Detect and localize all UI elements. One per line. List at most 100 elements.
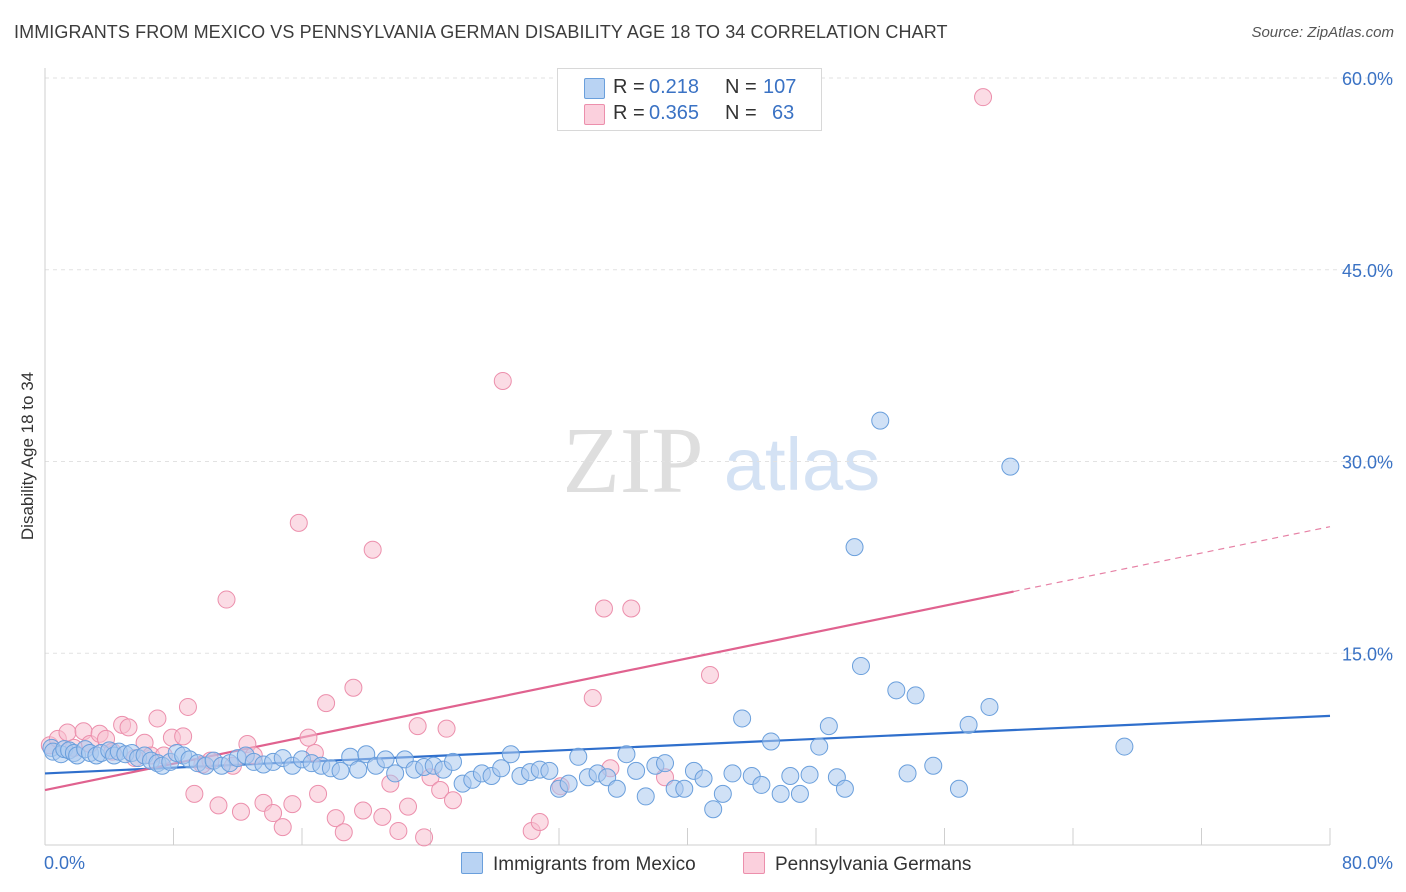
r-value: 0.218 — [649, 76, 700, 98]
n-label: N = — [725, 102, 757, 124]
mexico-point — [810, 737, 829, 756]
pink-swatch-icon — [584, 104, 605, 125]
mexico-point — [1115, 737, 1134, 756]
r-label: R = — [613, 102, 645, 124]
y-tick-label: 60.0% — [1342, 69, 1393, 89]
n-value: 63 — [772, 102, 795, 124]
y-tick-label: 15.0% — [1342, 644, 1393, 664]
mexico-point — [723, 764, 742, 783]
pa-german-point — [148, 709, 167, 728]
pa-german-point — [530, 812, 549, 831]
mexico-point — [845, 538, 864, 557]
pa-german-point — [178, 697, 197, 716]
mexico-point — [694, 769, 713, 788]
blue-square-icon — [461, 852, 483, 874]
watermark: ZIP atlas — [563, 409, 881, 513]
mexico-point — [733, 709, 752, 728]
mexico-point — [924, 756, 943, 775]
pa-german-point — [185, 784, 204, 803]
mexico-point — [771, 784, 790, 803]
pa-german-point — [408, 717, 427, 736]
legend-row-pa-german: R = 0.365 N = 63 — [558, 102, 821, 126]
mexico-point — [607, 779, 626, 798]
pa-german-point — [583, 688, 602, 707]
mexico-point — [790, 784, 809, 803]
mexico-point — [598, 768, 617, 787]
mexico-point — [762, 732, 781, 751]
pa-german-point — [119, 718, 138, 737]
mexico-point — [949, 779, 968, 798]
legend-item-pa-german[interactable]: Pennsylvania Germans — [743, 852, 971, 876]
mexico-point — [501, 745, 520, 764]
source-label: Source: ZipAtlas.com — [1251, 24, 1394, 41]
mexico-point — [492, 759, 511, 778]
pa-german-point — [974, 88, 993, 107]
mexico-point — [800, 765, 819, 784]
mexico-point — [835, 779, 854, 798]
pa-german-point — [299, 728, 318, 747]
trend-line-extension — [1013, 526, 1331, 593]
blue-swatch-icon — [584, 78, 605, 99]
legend-label-pa-german: Pennsylvania Germans — [775, 854, 972, 875]
pa-german-point — [399, 797, 418, 816]
pa-german-point — [344, 678, 363, 697]
r-value: 0.365 — [649, 102, 700, 124]
legend-item-mexico[interactable]: Immigrants from Mexico — [461, 852, 696, 876]
pa-german-point — [231, 802, 250, 821]
mexico-point — [959, 715, 978, 734]
n-value: 107 — [763, 76, 797, 98]
mexico-point — [559, 774, 578, 793]
pa-german-point — [326, 809, 345, 828]
mexico-point — [357, 745, 376, 764]
mexico-point — [1001, 457, 1020, 476]
y-tick-label: 30.0% — [1342, 453, 1393, 473]
pa-german-point — [700, 665, 719, 684]
pa-german-point — [58, 723, 77, 742]
pa-german-point — [363, 540, 382, 559]
mexico-point — [887, 681, 906, 700]
pa-german-point — [283, 795, 302, 814]
mexico-point — [349, 760, 368, 779]
mexico-point — [376, 750, 395, 769]
pa-german-point — [622, 599, 641, 618]
pa-german-point — [431, 781, 450, 800]
watermark-atlas: atlas — [724, 423, 880, 506]
pa-german-point — [273, 818, 292, 837]
pa-german-point — [594, 599, 613, 618]
pa-german-point — [334, 823, 353, 842]
mexico-point — [871, 411, 890, 430]
mexico-point — [331, 761, 350, 780]
mexico-point — [819, 717, 838, 736]
legend-row-mexico: R = 0.218 N = 107 — [558, 76, 821, 100]
legend-label-mexico: Immigrants from Mexico — [493, 854, 696, 875]
mexico-point — [636, 787, 655, 806]
x-tick-label: 80.0% — [1342, 853, 1393, 873]
mexico-point — [781, 766, 800, 785]
pa-german-point — [174, 727, 193, 746]
n-label: N = — [725, 76, 757, 98]
gridlines — [45, 77, 1393, 654]
pa-german-point — [209, 796, 228, 815]
mexico-point — [386, 764, 405, 783]
correlation-legend: R = 0.218 N = 107 R = 0.365 N = 63 — [557, 68, 822, 131]
pa-german-point — [373, 807, 392, 826]
mexico-point — [906, 686, 925, 705]
mexico-point — [898, 764, 917, 783]
mexico-point — [851, 657, 870, 676]
mexico-point — [713, 784, 732, 803]
r-label: R = — [613, 76, 645, 98]
pa-german-point — [309, 784, 328, 803]
mexico-point — [704, 800, 723, 819]
mexico-point — [443, 752, 462, 771]
series-legend: Immigrants from Mexico Pennsylvania Germ… — [0, 852, 1406, 878]
mexico-point — [540, 761, 559, 780]
y-tick-label: 45.0% — [1342, 261, 1393, 281]
mexico-point — [675, 779, 694, 798]
pa-german-point — [264, 804, 283, 823]
pa-german-point — [289, 513, 308, 532]
chart-title: IMMIGRANTS FROM MEXICO VS PENNSYLVANIA G… — [14, 22, 948, 42]
pa-german-point — [443, 791, 462, 810]
mexico-point — [617, 745, 636, 764]
pa-german-point — [217, 590, 236, 609]
